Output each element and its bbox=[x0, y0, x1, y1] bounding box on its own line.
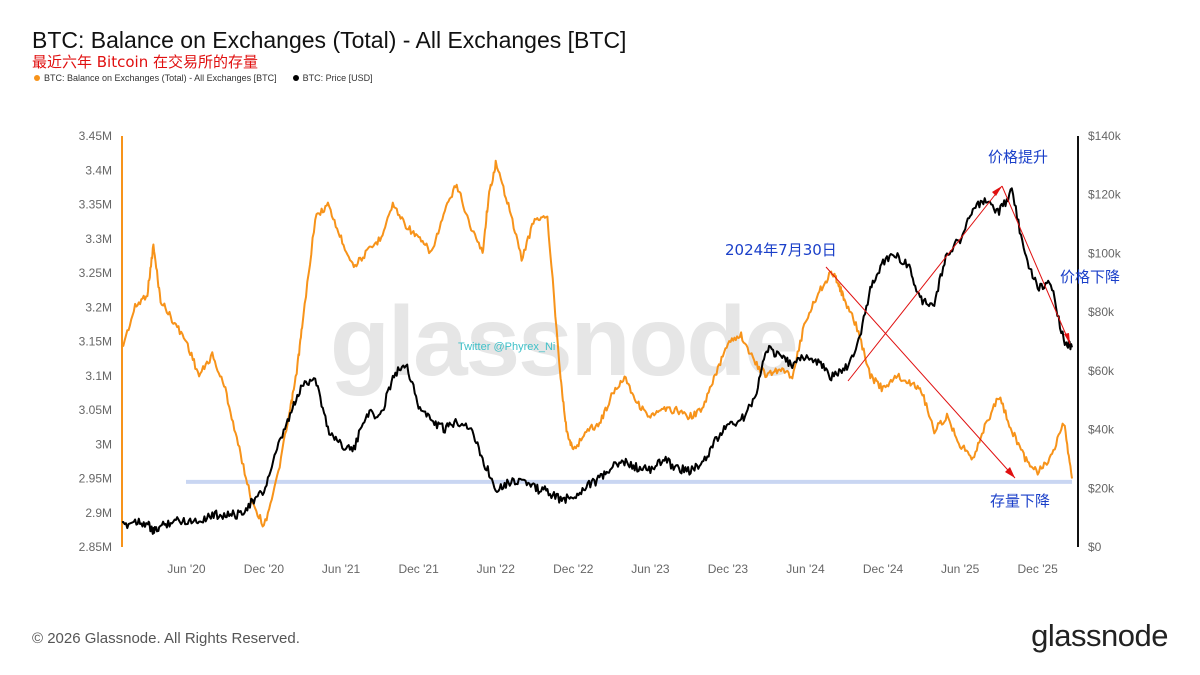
legend-label-balance: BTC: Balance on Exchanges (Total) - All … bbox=[44, 73, 277, 83]
legend-item-balance[interactable]: BTC: Balance on Exchanges (Total) - All … bbox=[34, 73, 277, 83]
x-tick-label: Dec '20 bbox=[244, 562, 285, 576]
right-tick-label: $40k bbox=[1088, 423, 1115, 437]
glassnode-logo: glassnode bbox=[1031, 618, 1168, 653]
right-tick-label: $60k bbox=[1088, 364, 1115, 378]
right-tick-label: $120k bbox=[1088, 188, 1122, 202]
left-tick-label: 3.25M bbox=[79, 266, 112, 280]
left-tick-label: 3.05M bbox=[79, 403, 112, 417]
stock-arrow-head bbox=[1005, 467, 1015, 478]
left-tick-label: 3.4M bbox=[85, 163, 112, 177]
left-tick-label: 2.9M bbox=[85, 506, 112, 520]
right-tick-label: $100k bbox=[1088, 246, 1122, 260]
price-up-arrow bbox=[847, 185, 1003, 382]
annotation-price-up: 价格提升 bbox=[988, 148, 1048, 166]
series-line-price bbox=[121, 187, 1073, 535]
left-tick-label: 3.35M bbox=[79, 198, 112, 212]
x-tick-label: Jun '20 bbox=[167, 562, 206, 576]
chart-subtitle: 最近六年 Bitcoin 在交易所的存量 bbox=[32, 53, 258, 71]
chart-title: BTC: Balance on Exchanges (Total) - All … bbox=[32, 27, 627, 53]
x-tick-label: Dec '22 bbox=[553, 562, 594, 576]
right-tick-label: $140k bbox=[1088, 129, 1122, 143]
x-tick-label: Jun '25 bbox=[941, 562, 980, 576]
stock-trend-arrow bbox=[825, 266, 1016, 479]
right-tick-label: $20k bbox=[1088, 481, 1115, 495]
x-tick-label: Dec '24 bbox=[863, 562, 904, 576]
copyright: © 2026 Glassnode. All Rights Reserved. bbox=[32, 630, 300, 647]
x-tick-label: Dec '25 bbox=[1018, 562, 1059, 576]
legend-item-price[interactable]: BTC: Price [USD] bbox=[292, 73, 373, 83]
legend-dot-balance bbox=[34, 75, 40, 81]
legend-dot-price bbox=[292, 75, 299, 81]
price-down-arrow-head bbox=[1064, 333, 1070, 344]
price-up-arrow-head bbox=[992, 186, 1002, 196]
twitter-watermark: Twitter @Phyrex_Ni bbox=[458, 341, 555, 353]
annotation-price-down: 价格下降 bbox=[1060, 268, 1120, 286]
series-line-balance bbox=[121, 159, 1073, 528]
x-tick-label: Jun '23 bbox=[631, 562, 670, 576]
left-tick-label: 3.2M bbox=[85, 300, 112, 314]
left-tick-label: 2.85M bbox=[79, 540, 112, 554]
price-down-arrow bbox=[1001, 185, 1071, 345]
x-tick-label: Jun '22 bbox=[477, 562, 516, 576]
watermark: glassnode bbox=[330, 286, 797, 396]
x-tick-label: Dec '21 bbox=[398, 562, 439, 576]
x-tick-label: Jun '24 bbox=[786, 562, 825, 576]
right-tick-label: $0 bbox=[1088, 540, 1102, 554]
annotation-date: 2024年7月30日 bbox=[725, 241, 837, 259]
annotation-stock-down: 存量下降 bbox=[990, 492, 1050, 510]
left-tick-label: 3.45M bbox=[79, 129, 112, 143]
legend-label-price: BTC: Price [USD] bbox=[302, 73, 373, 83]
x-tick-label: Jun '21 bbox=[322, 562, 361, 576]
annotation-layer: 2024年7月30日 价格提升 价格下降 存量下降 bbox=[725, 148, 1120, 510]
left-tick-label: 2.95M bbox=[79, 472, 112, 486]
left-tick-label: 3M bbox=[95, 437, 112, 451]
x-tick-label: Dec '23 bbox=[708, 562, 749, 576]
series-layer bbox=[121, 159, 1073, 535]
left-tick-label: 3.1M bbox=[85, 369, 112, 383]
legend: BTC: Balance on Exchanges (Total) - All … bbox=[34, 73, 373, 83]
axes: 2.85M 2.9M 2.95M 3M 3.05M 3.1M 3.15M 3.2M 3.25M 3… bbox=[79, 129, 1122, 576]
left-tick-label: 3.3M bbox=[85, 232, 112, 246]
right-tick-label: $80k bbox=[1088, 305, 1115, 319]
left-tick-label: 3.15M bbox=[79, 335, 112, 349]
